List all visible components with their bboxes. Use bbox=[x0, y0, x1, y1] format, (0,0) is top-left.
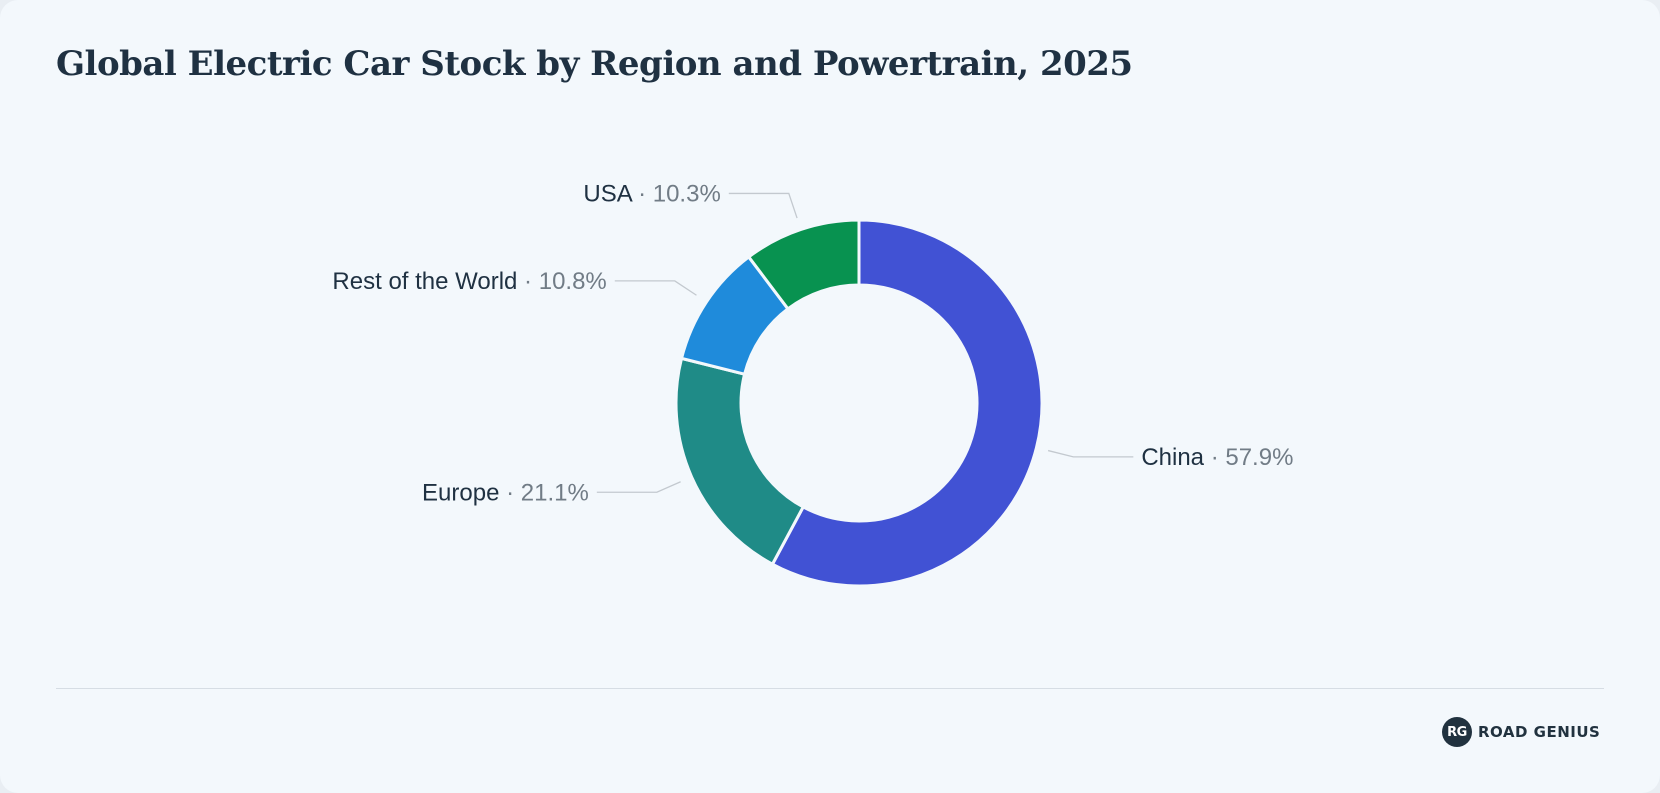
leader-line-china bbox=[1047, 449, 1134, 458]
slice-label-value: 57.9% bbox=[1225, 444, 1293, 471]
slice-label-value: 10.3% bbox=[653, 180, 721, 207]
slice-label-separator: · bbox=[517, 268, 538, 295]
slice-label-separator: · bbox=[499, 479, 520, 506]
slice-europe bbox=[674, 356, 805, 566]
slice-label-name: Europe bbox=[422, 479, 499, 506]
slice-label-name: Rest of the World bbox=[332, 268, 517, 295]
slice-china bbox=[770, 218, 1044, 588]
leader-line-rest-of-the-world bbox=[614, 280, 697, 296]
brand-logo: RG ROAD GENIUS bbox=[1442, 717, 1600, 747]
donut-labels: China · 57.9% Europe · 21.1% Rest of the W… bbox=[332, 180, 1293, 506]
slice-label-name: China bbox=[1141, 444, 1204, 471]
slice-label-usa: USA · 10.3% bbox=[583, 180, 720, 207]
slice-label-europe: Europe · 21.1% bbox=[422, 479, 589, 506]
slice-label-value: 21.1% bbox=[521, 479, 589, 506]
footer-divider bbox=[56, 688, 1604, 689]
slice-label-separator: · bbox=[1204, 444, 1225, 471]
brand-name: ROAD GENIUS bbox=[1478, 723, 1601, 741]
leader-line-europe bbox=[596, 481, 681, 493]
brand-mark-icon: RG bbox=[1442, 717, 1472, 747]
chart-title: Global Electric Car Stock by Region and … bbox=[56, 44, 1133, 84]
slice-label-name: USA bbox=[583, 180, 632, 207]
leader-line-usa bbox=[728, 192, 798, 219]
slice-label-rest-of-the-world: Rest of the World · 10.8% bbox=[332, 268, 606, 295]
slice-usa bbox=[747, 218, 861, 311]
slice-label-value: 10.8% bbox=[539, 268, 607, 295]
slice-label-china: China · 57.9% bbox=[1141, 444, 1293, 471]
slice-label-separator: · bbox=[631, 180, 652, 207]
donut-slices bbox=[674, 218, 1044, 588]
